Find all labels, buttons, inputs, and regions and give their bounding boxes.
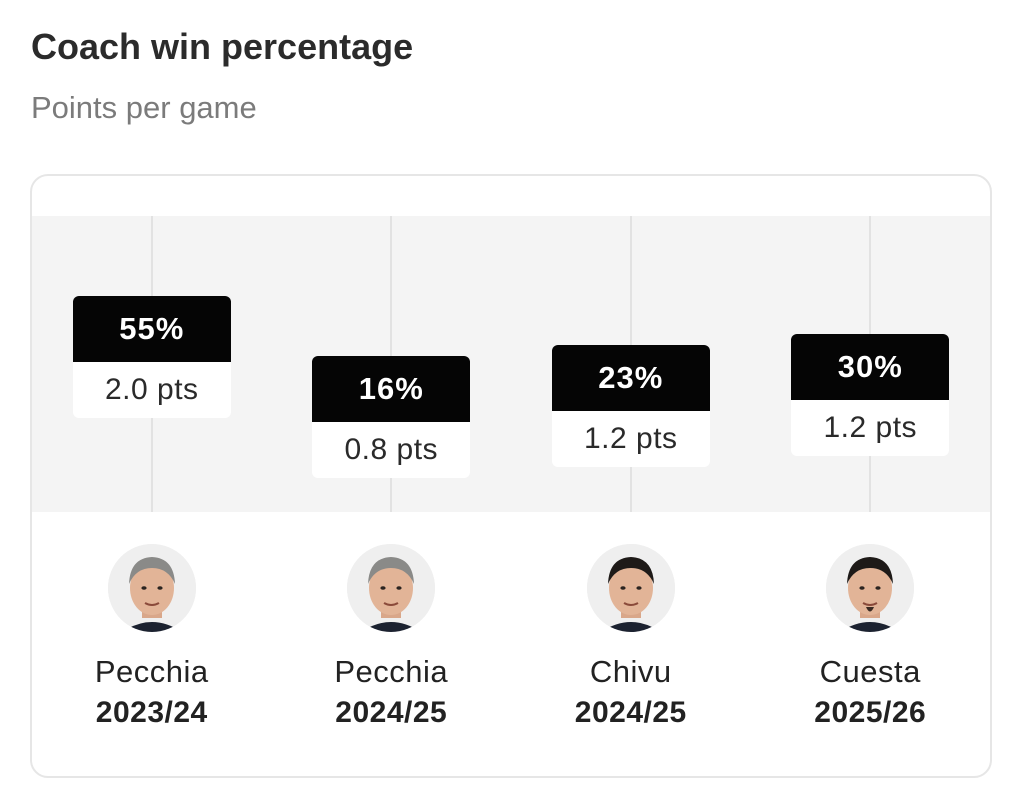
win-percentage-label: 30% [791,334,950,401]
coach-season: 2024/25 [335,696,448,729]
coach-season: 2025/26 [814,696,927,729]
win-percentage-label: 55% [72,296,231,362]
bar-label: 16% 0.8 pts [312,356,471,478]
chart-subtitle: Points per game [31,90,257,125]
coach-name: Pecchia [94,654,209,689]
coach-season: 2023/24 [95,696,208,729]
chart-title: Coach win percentage [31,26,414,67]
bar-label: 30% 1.2 pts [791,334,950,457]
points-per-game-label: 0.8 pts [312,422,471,478]
plot-area: 55% 2.0 pts 16% 0.8 pts 23% 1.2 pts 30% 1.2 pts [32,216,990,512]
points-per-game-label: 1.2 pts [791,400,950,457]
win-percentage-label: 23% [551,345,710,412]
coach-column: Chivu 2024/25 [531,544,731,730]
coach-column: Cuesta 2025/26 [770,544,970,730]
win-percentage-label: 16% [312,356,471,422]
coach-portrait-icon [586,544,675,632]
coach-portrait-icon [347,544,436,632]
coach-name: Cuesta [819,654,921,689]
coach-name: Chivu [589,654,672,689]
points-per-game-label: 2.0 pts [72,362,231,418]
points-per-game-label: 1.2 pts [551,411,710,468]
bar-label: 23% 1.2 pts [551,345,710,468]
bar-label: 55% 2.0 pts [72,296,231,418]
coach-season: 2024/25 [574,696,687,729]
coach-column: Pecchia 2024/25 [291,544,491,730]
coach-name: Pecchia [334,654,449,689]
coach-column: Pecchia 2023/24 [52,544,252,730]
coach-portrait-icon [107,544,196,632]
coach-portrait-icon [826,544,915,632]
chart-card: 55% 2.0 pts 16% 0.8 pts 23% 1.2 pts 30% 1.2 pts… [30,174,992,778]
